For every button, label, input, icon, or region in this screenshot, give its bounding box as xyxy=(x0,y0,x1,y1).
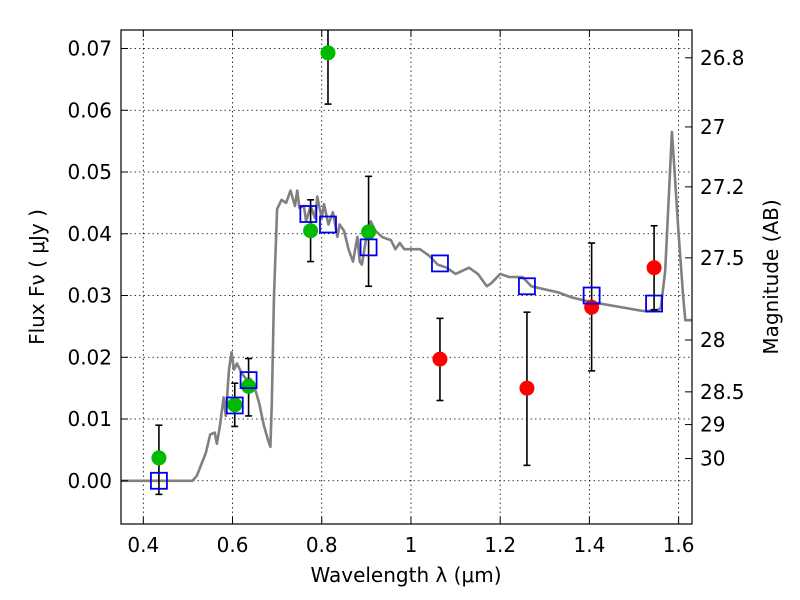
tick-labels: 0.4 0.6 0.8 1 1.2 1.4 1.6 0.00 0.01 0.02 0.03 0.04 0… xyxy=(67,37,744,557)
detection-point xyxy=(241,378,257,394)
data-points xyxy=(150,45,663,490)
y-tick-label: 0.04 xyxy=(67,222,112,246)
y-tick-label: 0.05 xyxy=(67,160,112,184)
y-tick-label: 0.01 xyxy=(67,407,112,431)
detection-point xyxy=(303,223,319,239)
y-tick-label: 0.06 xyxy=(67,98,112,122)
right-tick-label: 28.5 xyxy=(700,380,745,404)
x-tick-label: 0.6 xyxy=(217,533,249,557)
right-tick-label: 27.5 xyxy=(700,246,745,270)
nondetection-point xyxy=(432,351,448,367)
model-flux-square xyxy=(582,286,601,305)
x-tick-label: 1.6 xyxy=(663,533,695,557)
grid xyxy=(121,30,692,524)
plot-frame xyxy=(120,29,693,525)
model-spectrum xyxy=(121,130,692,483)
nondetection-point xyxy=(646,260,662,276)
model-flux-square xyxy=(319,215,337,234)
y-axis-title: Flux Fν ( μJy ) xyxy=(25,209,49,345)
x-tick-label: 0.8 xyxy=(306,533,338,557)
error-bars xyxy=(155,30,658,496)
model-spectrum-line xyxy=(121,130,692,483)
right-axis-title: Magnitude (AB) xyxy=(759,199,783,354)
model-flux-square xyxy=(518,277,536,296)
model-flux-square xyxy=(645,294,663,313)
x-tick-label: 1 xyxy=(405,533,418,557)
right-tick-label: 26.8 xyxy=(700,46,745,70)
right-tick-label: 28 xyxy=(700,328,725,352)
model-flux-square xyxy=(150,471,168,490)
detection-point xyxy=(361,224,377,240)
right-tick-label: 29 xyxy=(700,413,725,437)
model-flux-square xyxy=(225,396,244,415)
y-tick-label: 0.00 xyxy=(67,469,112,493)
y-tick-label: 0.03 xyxy=(67,284,112,308)
x-tick-label: 1.2 xyxy=(484,533,516,557)
nondetection-point xyxy=(519,380,535,396)
detection-point xyxy=(227,397,243,413)
x-tick-label: 0.4 xyxy=(127,533,159,557)
detection-point xyxy=(320,45,336,61)
model-flux-square xyxy=(431,254,449,273)
x-axis-title: Wavelength λ (μm) xyxy=(310,563,501,587)
y-tick-label: 0.02 xyxy=(67,345,112,369)
right-tick-label: 27 xyxy=(700,115,725,139)
x-tick-label: 1.4 xyxy=(573,533,605,557)
nondetection-point xyxy=(584,299,600,315)
detection-point xyxy=(151,450,167,466)
model-flux-square xyxy=(299,205,318,223)
axes-frame xyxy=(120,29,693,525)
model-flux-square xyxy=(239,371,258,390)
right-tick-label: 27.2 xyxy=(700,175,745,199)
model-flux-square xyxy=(359,238,378,257)
y-tick-label: 0.07 xyxy=(67,37,112,61)
right-tick-label: 30 xyxy=(700,447,725,471)
